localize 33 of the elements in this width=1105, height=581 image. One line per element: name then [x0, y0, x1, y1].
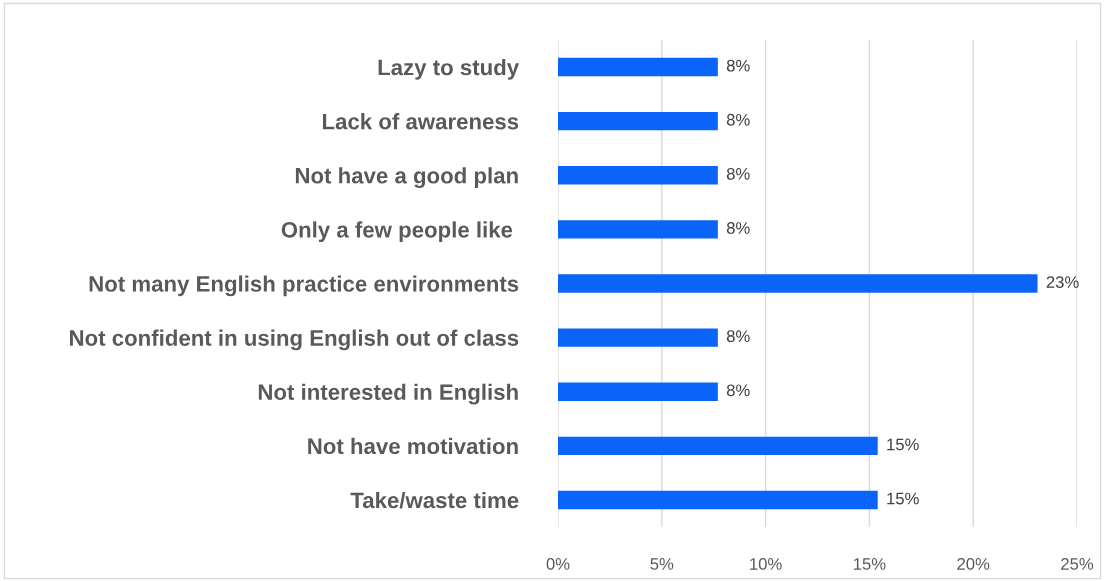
x-tick-label: 25% [1061, 558, 1094, 570]
data-label: 8% [726, 222, 750, 234]
data-label: 15% [887, 438, 919, 451]
data-label: 15% [887, 492, 919, 505]
data-label: 8% [726, 167, 750, 180]
bar [558, 166, 718, 185]
x-tick-label: 20% [957, 558, 990, 570]
y-tick-label: Lazy to study [378, 59, 519, 80]
bar [558, 220, 718, 239]
y-tick-label: Not have motivation [308, 437, 518, 455]
x-tick-label: 10% [750, 558, 782, 570]
y-tick-label: Only a few people like [281, 221, 513, 243]
bar [558, 490, 878, 510]
y-tick-label: Not have a good plan [295, 167, 518, 189]
data-label: 8% [726, 59, 750, 72]
data-label: 8% [726, 330, 750, 343]
data-label: 8% [726, 384, 750, 397]
y-tick-label: Lack of awareness [322, 113, 519, 130]
data-label: 23% [1046, 276, 1079, 288]
x-tick-label: 5% [650, 558, 674, 570]
y-tick-label: Not interested in English [258, 383, 518, 405]
bar [558, 436, 878, 456]
y-tick-label: Not many English practice environments [89, 275, 519, 297]
y-tick-label: Not confident in using English out of class [70, 329, 519, 351]
x-tick-label: 15% [853, 558, 886, 570]
bar [558, 111, 718, 131]
y-tick-label: Take/waste time [350, 491, 519, 509]
x-tick-label: 0% [546, 558, 570, 570]
bar [558, 57, 718, 77]
data-label: 8% [726, 113, 750, 126]
bar [558, 382, 718, 401]
bar [558, 274, 1038, 293]
bar [558, 328, 718, 347]
